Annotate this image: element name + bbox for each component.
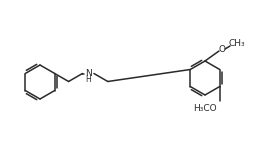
Text: O: O xyxy=(219,45,225,55)
Text: N: N xyxy=(85,69,92,78)
Text: H: H xyxy=(86,75,91,83)
Text: H₃CO: H₃CO xyxy=(193,104,216,113)
Text: CH₃: CH₃ xyxy=(229,38,245,48)
